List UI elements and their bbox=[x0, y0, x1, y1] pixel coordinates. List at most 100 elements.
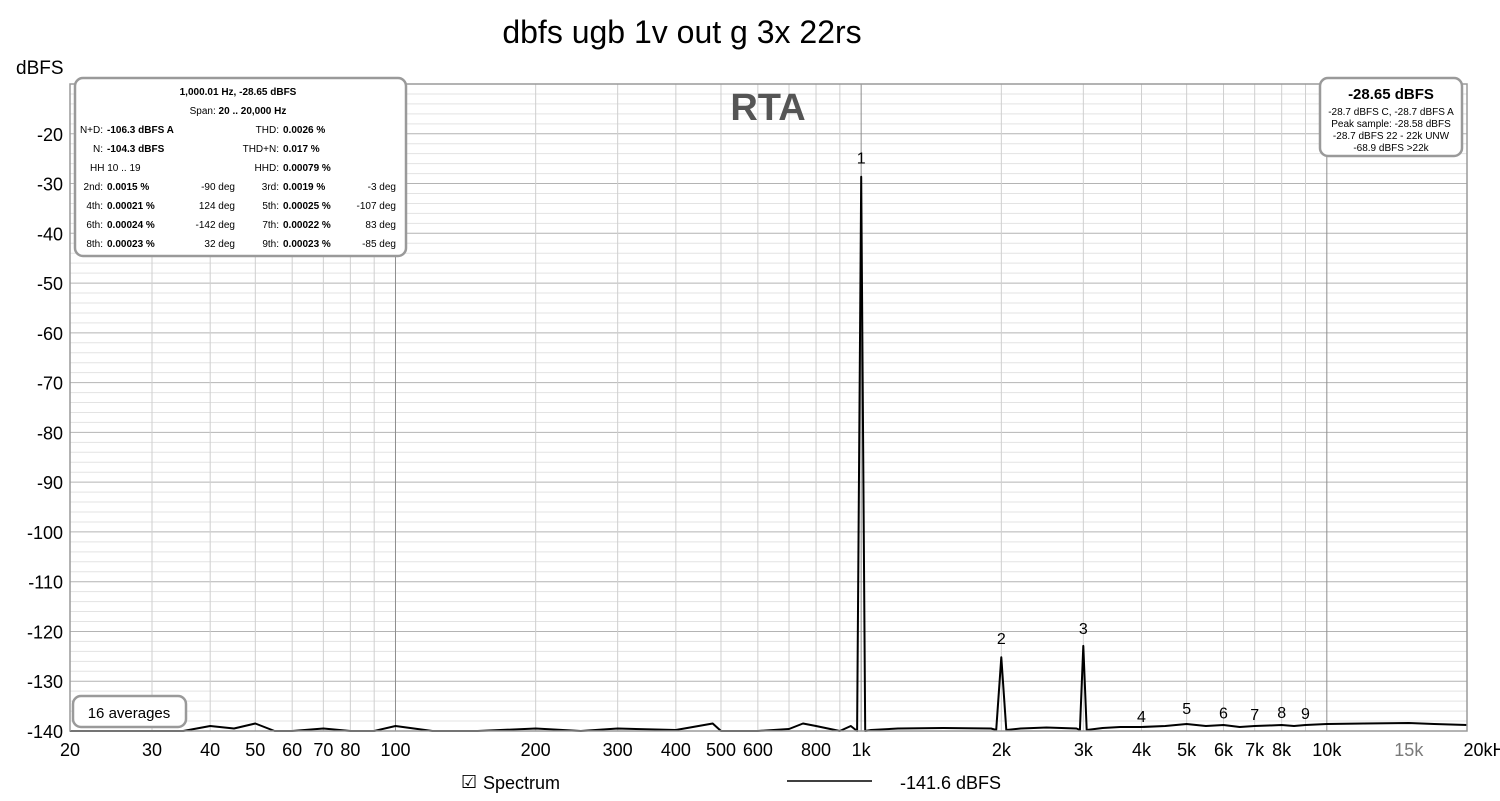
plot-frame bbox=[69, 83, 1468, 732]
x-tick-label: 100 bbox=[380, 740, 410, 760]
x-tick-label: 600 bbox=[743, 740, 773, 760]
x-tick-label: 800 bbox=[801, 740, 831, 760]
harmonic-label: 9th: bbox=[262, 239, 279, 250]
info-rows: N+D: -106.3 dBFS A THD: 0.0026 % N: -104.3 dB… bbox=[80, 125, 396, 250]
y-tick-label: -80 bbox=[37, 423, 63, 443]
x-tick-label: 15k bbox=[1394, 740, 1424, 760]
legend-cursor-value: -141.6 dBFS bbox=[900, 773, 1001, 793]
y-tick-label: -100 bbox=[27, 523, 63, 543]
harmonic-phase: -85 deg bbox=[362, 239, 396, 250]
spectrum-checkbox[interactable]: ☑ bbox=[461, 772, 477, 792]
info-value: 0.017 % bbox=[283, 144, 320, 155]
info-value: 0.0026 % bbox=[283, 125, 325, 136]
harmonic-phase: -90 deg bbox=[201, 182, 235, 193]
info-span: Span: 20 .. 20,000 Hz bbox=[190, 106, 287, 117]
harmonic-value: 0.00025 % bbox=[283, 201, 331, 212]
x-tick-label: 400 bbox=[661, 740, 691, 760]
harmonic-label: 2nd: bbox=[84, 182, 103, 193]
y-tick-label: -140 bbox=[27, 722, 63, 742]
harmonic-phase: 32 deg bbox=[204, 239, 235, 250]
harmonic-marker-7: 7 bbox=[1250, 707, 1259, 724]
info-value: -106.3 dBFS A bbox=[107, 125, 174, 136]
harmonic-marker-5: 5 bbox=[1182, 701, 1191, 718]
harmonic-marker-9: 9 bbox=[1301, 706, 1310, 723]
level-line-1: -28.7 dBFS C, -28.7 dBFS A bbox=[1328, 107, 1454, 118]
info-value: 0.00079 % bbox=[283, 163, 331, 174]
harmonic-phase: -107 deg bbox=[357, 201, 396, 212]
harmonic-markers: 1 2 3 4 5 6 7 8 9 bbox=[857, 151, 1310, 726]
info-label: HHD: bbox=[255, 163, 279, 174]
x-tick-label: 300 bbox=[603, 740, 633, 760]
y-tick-label: -40 bbox=[37, 224, 63, 244]
info-span-label: Span: bbox=[190, 106, 216, 117]
x-tick-label: 20 bbox=[60, 740, 80, 760]
info-label: THD: bbox=[256, 125, 279, 136]
x-tick-label: 200 bbox=[521, 740, 551, 760]
harmonic-value: 0.0019 % bbox=[283, 182, 325, 193]
info-label: N+D: bbox=[80, 125, 103, 136]
harmonic-value: 0.00022 % bbox=[283, 220, 331, 231]
harmonic-label: 5th: bbox=[262, 201, 279, 212]
harmonic-marker-8: 8 bbox=[1277, 705, 1286, 722]
x-tick-label: 70 bbox=[313, 740, 333, 760]
harmonic-label: 6th: bbox=[86, 220, 103, 231]
level-line-3: -28.7 dBFS 22 - 22k UNW bbox=[1333, 131, 1450, 142]
spectrum-series bbox=[70, 175, 1468, 732]
harmonic-value: 0.0015 % bbox=[107, 182, 149, 193]
averages-badge: 16 averages bbox=[71, 694, 188, 729]
info-header: 1,000.01 Hz, -28.65 dBFS bbox=[180, 87, 297, 98]
y-axis-label: dBFS bbox=[16, 58, 64, 79]
legend: ☑ Spectrum -141.6 dBFS bbox=[461, 772, 1001, 793]
y-tick-labels: -20 -30 -40 -50 -60 -70 -80 -90 -100 -110 -120 -130… bbox=[27, 125, 63, 742]
harmonic-marker-6: 6 bbox=[1219, 706, 1228, 723]
x-tick-label: 2k bbox=[992, 740, 1012, 760]
info-box: 1,000.01 Hz, -28.65 dBFS Span: 20 .. 20,… bbox=[73, 76, 408, 258]
averages-label: 16 averages bbox=[88, 705, 171, 722]
harmonic-value: 0.00024 % bbox=[107, 220, 155, 231]
harmonic-phase: -142 deg bbox=[196, 220, 235, 231]
chart-title: dbfs ugb 1v out g 3x 22rs bbox=[502, 14, 861, 50]
x-tick-label: 1k bbox=[852, 740, 872, 760]
x-tick-labels: 20 30 40 50 60 70 80 100 200 300 400 500 600 800 1k 2k 3… bbox=[60, 740, 1500, 760]
x-tick-label: 7k bbox=[1245, 740, 1265, 760]
rta-watermark: RTA bbox=[730, 87, 805, 129]
x-tick-label: 50 bbox=[245, 740, 265, 760]
level-line-4: -68.9 dBFS >22k bbox=[1353, 143, 1429, 154]
y-tick-label: -120 bbox=[27, 622, 63, 642]
level-main: -28.65 dBFS bbox=[1348, 86, 1434, 103]
y-tick-label: -50 bbox=[37, 274, 63, 294]
y-tick-label: -110 bbox=[28, 573, 63, 593]
x-tick-label: 60 bbox=[282, 740, 302, 760]
harmonic-label: 7th: bbox=[262, 220, 279, 231]
harmonic-value: 0.00023 % bbox=[107, 239, 155, 250]
y-tick-label: -70 bbox=[37, 374, 63, 394]
harmonic-value: 0.00021 % bbox=[107, 201, 155, 212]
level-line-2: Peak sample: -28.58 dBFS bbox=[1331, 119, 1451, 130]
y-tick-label: -90 bbox=[37, 473, 63, 493]
x-tick-label: 4k bbox=[1132, 740, 1152, 760]
harmonic-label: 3rd: bbox=[262, 182, 279, 193]
x-tick-label: 3k bbox=[1074, 740, 1094, 760]
info-value: -104.3 dBFS bbox=[107, 144, 165, 155]
x-tick-label: 10k bbox=[1312, 740, 1342, 760]
harmonic-marker-2: 2 bbox=[997, 631, 1006, 648]
harmonic-label: 4th: bbox=[86, 201, 103, 212]
legend-series-label: Spectrum bbox=[483, 773, 560, 793]
x-tick-label: 80 bbox=[340, 740, 360, 760]
harmonic-marker-1: 1 bbox=[857, 151, 866, 168]
harmonic-phase: 124 deg bbox=[199, 201, 235, 212]
harmonic-marker-3: 3 bbox=[1079, 621, 1088, 638]
y-tick-label: -60 bbox=[37, 324, 63, 344]
harmonic-marker-4: 4 bbox=[1137, 709, 1146, 726]
y-tick-label: -20 bbox=[37, 125, 63, 145]
x-tick-label: 30 bbox=[142, 740, 162, 760]
spectrum-line bbox=[70, 175, 1468, 732]
x-tick-label: 6k bbox=[1214, 740, 1234, 760]
y-tick-label: -30 bbox=[37, 175, 63, 195]
harmonic-phase: 83 deg bbox=[365, 220, 396, 231]
info-span-value: 20 .. 20,000 Hz bbox=[219, 106, 287, 117]
info-label: THD+N: bbox=[243, 144, 279, 155]
info-label: HH 10 .. 19 bbox=[90, 163, 141, 174]
harmonic-value: 0.00023 % bbox=[283, 239, 331, 250]
